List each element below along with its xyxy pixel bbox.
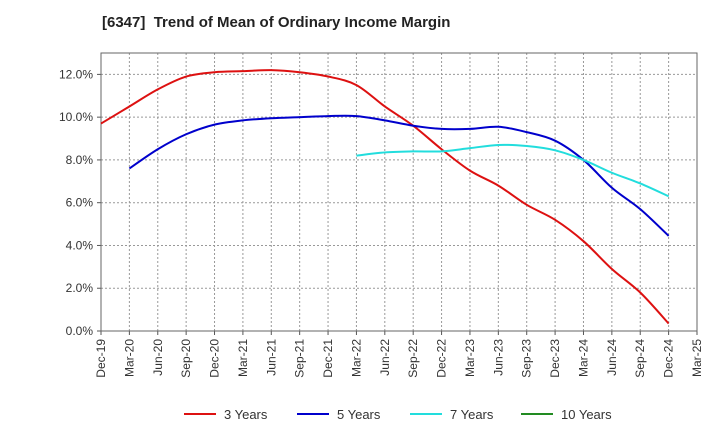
- x-tick-label: Mar-21: [236, 339, 250, 377]
- x-tick-label: Dec-23: [548, 339, 562, 378]
- legend-label-7-years: 7 Years: [450, 407, 494, 422]
- x-tick-label: Mar-24: [576, 339, 590, 377]
- x-tick-label: Sep-20: [179, 339, 193, 378]
- x-tick-label: Dec-22: [435, 339, 449, 378]
- x-tick-label: Jun-22: [378, 339, 392, 376]
- x-tick-label: Mar-20: [122, 339, 136, 377]
- x-tick-label: Dec-24: [662, 339, 676, 378]
- x-tick-label: Mar-22: [349, 339, 363, 377]
- x-tick-label: Jun-20: [151, 339, 165, 376]
- y-tick-label: 12.0%: [59, 67, 93, 81]
- y-tick-label: 0.0%: [66, 324, 94, 338]
- series-line-3-years: [100, 69, 670, 325]
- x-tick-label: Sep-24: [633, 339, 647, 378]
- x-tick-label: Dec-21: [321, 339, 335, 378]
- x-tick-label: Jun-23: [491, 339, 505, 376]
- x-tick-label: Jun-24: [605, 339, 619, 376]
- x-tick-label: Sep-21: [293, 339, 307, 378]
- x-tick-label: Sep-23: [520, 339, 534, 378]
- y-tick-label: 2.0%: [66, 281, 94, 295]
- y-tick-label: 10.0%: [59, 110, 93, 124]
- y-tick-label: 6.0%: [66, 196, 94, 210]
- x-tick-label: Dec-19: [94, 339, 108, 378]
- x-tick-label: Mar-25: [690, 339, 704, 377]
- legend-label-3-years: 3 Years: [224, 407, 268, 422]
- x-tick-label: Sep-22: [406, 339, 420, 378]
- x-tick-label: Dec-20: [208, 339, 222, 378]
- legend-label-5-years: 5 Years: [337, 407, 381, 422]
- x-tick-label: Jun-21: [264, 339, 278, 376]
- plot-area: [101, 53, 697, 331]
- plot-frame: [100, 52, 698, 332]
- y-tick-label: 8.0%: [66, 153, 94, 167]
- x-tick-label: Mar-23: [463, 339, 477, 377]
- y-tick-label: 4.0%: [66, 238, 94, 252]
- series-line-7-years: [356, 143, 670, 198]
- chart-title: [6347] Trend of Mean of Ordinary Income …: [102, 14, 451, 31]
- legend-label-10-years: 10 Years: [561, 407, 612, 422]
